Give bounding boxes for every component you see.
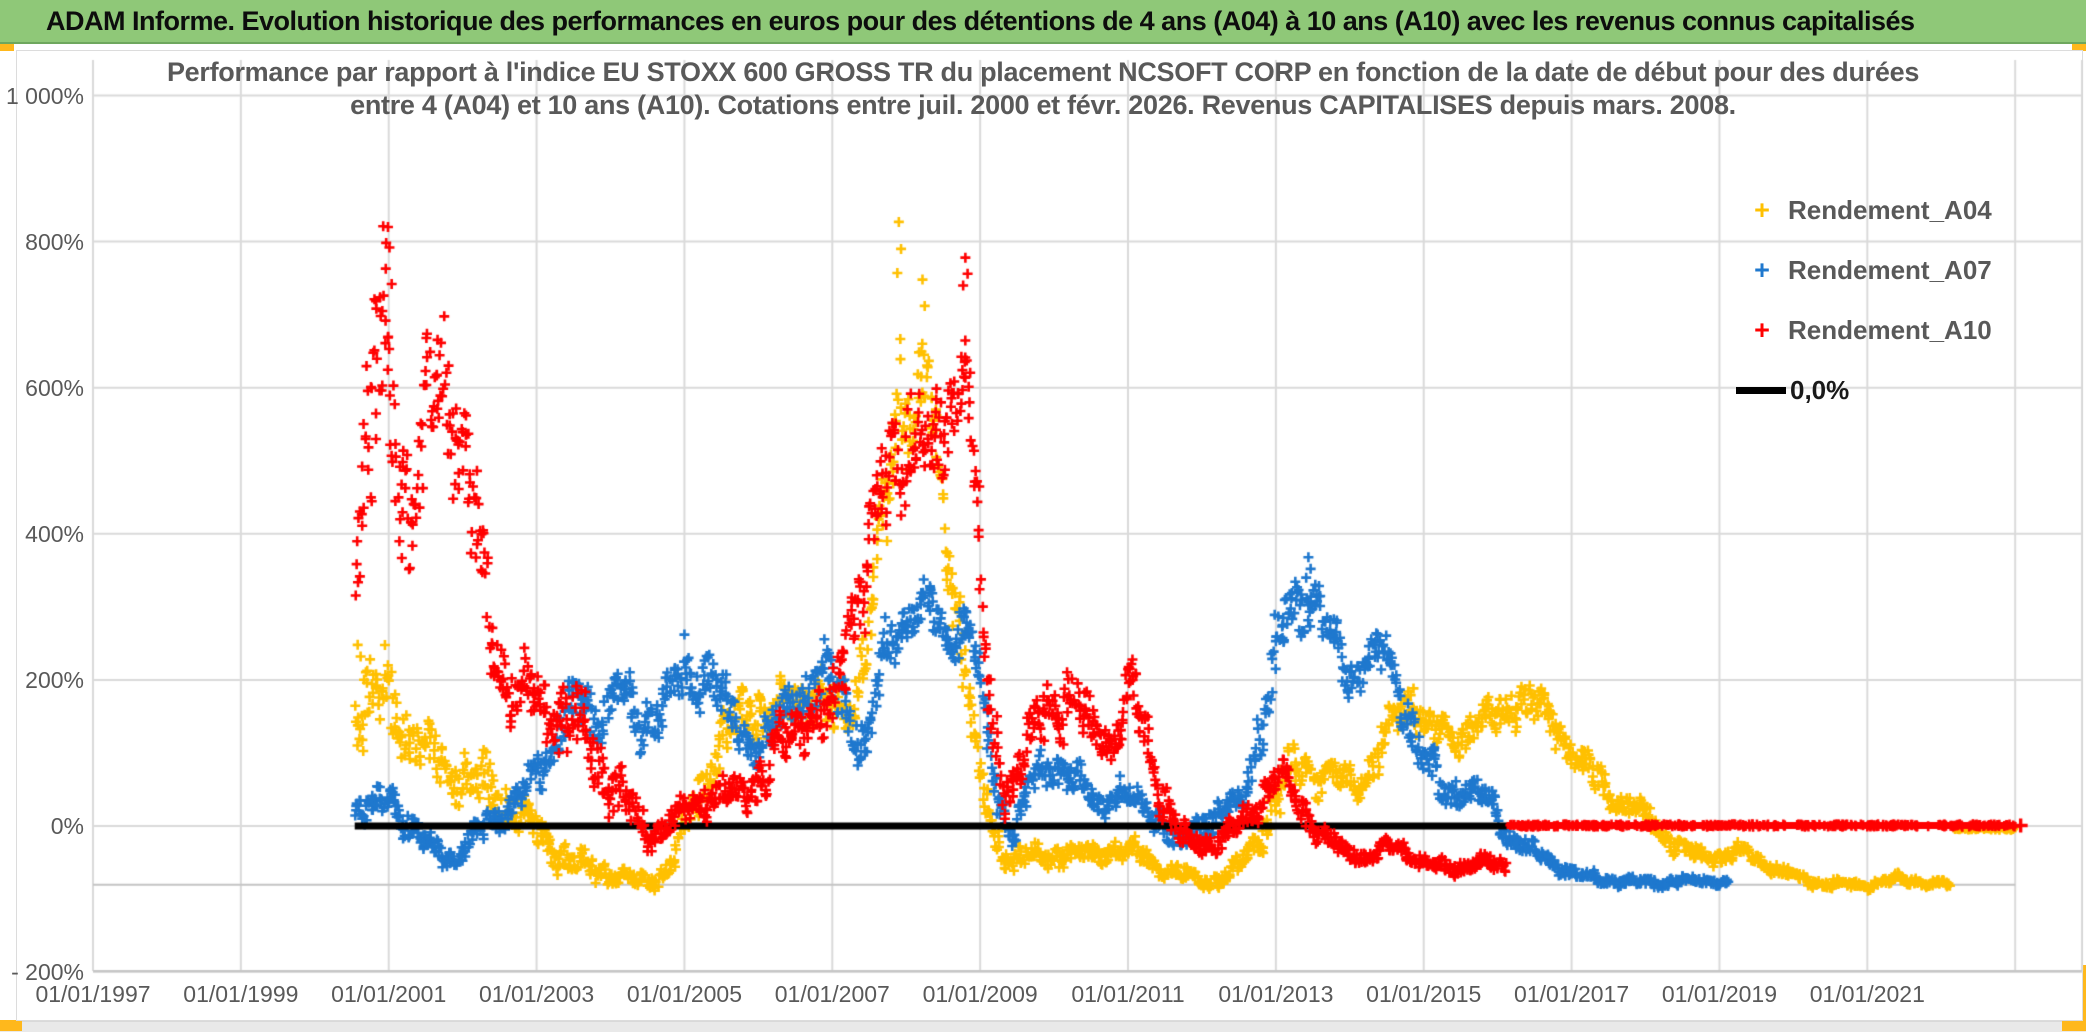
legend-item-rendement-a04[interactable]: + Rendement_A04 bbox=[1736, 190, 2066, 230]
x-tick-label: 01/01/2005 bbox=[626, 981, 742, 1007]
x-tick-label: 01/01/2015 bbox=[1366, 981, 1482, 1007]
x-tick-label: 01/01/2007 bbox=[774, 981, 890, 1007]
chart-title: Performance par rapport à l'indice EU ST… bbox=[0, 56, 2086, 122]
x-tick-label: 01/01/2001 bbox=[331, 981, 447, 1007]
zero-line-swatch bbox=[1736, 386, 1786, 394]
y-tick-label: 1 000% bbox=[5, 82, 84, 109]
x-tick-label: 01/01/1999 bbox=[183, 981, 299, 1007]
x-tick-label: 01/01/2021 bbox=[1809, 981, 1925, 1007]
legend-item-rendement-a07[interactable]: + Rendement_A07 bbox=[1736, 250, 2066, 290]
legend-item-0-0-[interactable]: 0,0% bbox=[1736, 370, 2066, 410]
legend-label: Rendement_A07 bbox=[1788, 254, 1992, 285]
y-tick-label: - 200% bbox=[11, 959, 84, 986]
legend-label: Rendement_A04 bbox=[1788, 194, 1992, 225]
chart-title-line1: Performance par rapport à l'indice EU ST… bbox=[166, 57, 1920, 87]
legend-label: 0,0% bbox=[1790, 374, 1850, 405]
x-tick-label: 01/01/2009 bbox=[922, 981, 1038, 1007]
y-tick-label: 800% bbox=[25, 228, 84, 255]
x-tick-label: 01/01/2017 bbox=[1514, 981, 1630, 1007]
x-tick-label: 01/01/2013 bbox=[1218, 981, 1334, 1007]
y-tick-label: 400% bbox=[25, 520, 84, 547]
x-tick-label: 01/01/2011 bbox=[1071, 981, 1185, 1007]
plus-marker-icon: + bbox=[1754, 195, 1770, 225]
chart-title-line2: entre 4 (A04) et 10 ans (A10). Cotations… bbox=[350, 90, 1736, 120]
y-tick-label: 0% bbox=[50, 813, 84, 839]
y-tick-label: 600% bbox=[25, 374, 84, 401]
plus-marker-icon: + bbox=[1754, 255, 1770, 285]
plus-marker-icon: + bbox=[1754, 315, 1770, 345]
x-tick-label: 01/01/1997 bbox=[35, 981, 151, 1007]
x-tick-label: 01/01/2019 bbox=[1661, 981, 1778, 1007]
legend-item-rendement-a10[interactable]: + Rendement_A10 bbox=[1736, 310, 2066, 350]
y-tick-label: 200% bbox=[25, 666, 84, 693]
x-tick-label: 01/01/2003 bbox=[479, 981, 595, 1007]
legend-label: Rendement_A10 bbox=[1788, 314, 1992, 345]
